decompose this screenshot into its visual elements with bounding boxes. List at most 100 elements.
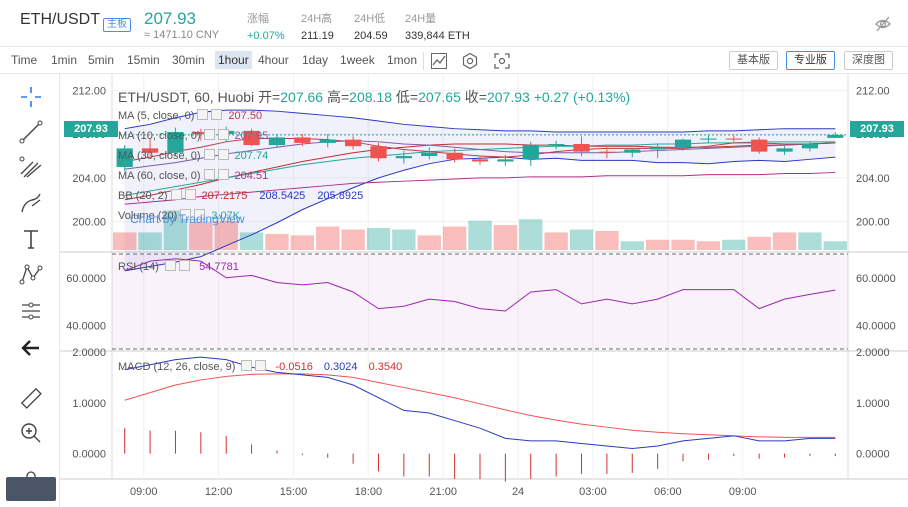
rsi-tick-label-right: 60.0000	[856, 273, 896, 285]
indicator-legend-row: MA (5, close, 0) 207.50	[118, 109, 262, 122]
interval-5min[interactable]: 5min	[88, 53, 115, 67]
volume-bar	[671, 239, 695, 250]
price-tick-label-left: 204.00	[72, 173, 106, 185]
candle-body	[294, 137, 311, 143]
current-price-label-left: 207.93	[64, 121, 118, 137]
time-tick-label: 15:00	[280, 486, 308, 498]
chart-type-icon[interactable]	[430, 52, 448, 70]
cny-price: ≈ 1471.10 CNY	[144, 29, 220, 41]
pattern-icon[interactable]	[18, 262, 44, 288]
interval-1min[interactable]: 1min	[51, 53, 78, 67]
volume-bar	[823, 241, 847, 250]
rsi-line	[124, 258, 836, 312]
indicator-name: Volume (20)	[118, 210, 178, 222]
time-tick-label: 09:00	[729, 486, 757, 498]
candle-body	[192, 131, 209, 135]
indicator-settings-icon[interactable]	[203, 149, 215, 160]
indicator-settings-icon[interactable]	[170, 189, 182, 200]
candle-body	[446, 152, 463, 160]
indicator-close-icon[interactable]	[184, 189, 196, 200]
board-badge: 主板	[103, 18, 131, 32]
indicator-settings-icon[interactable]	[203, 129, 215, 140]
macd-tick-label-left: 1.0000	[72, 398, 106, 410]
candle-body	[116, 148, 133, 167]
toolbar-divider	[423, 52, 424, 70]
hide-eye-icon[interactable]	[874, 15, 892, 33]
candle-body	[471, 159, 489, 162]
candle-body	[598, 151, 616, 153]
volume-bar	[392, 229, 416, 250]
time-tick-label: 03:00	[579, 486, 607, 498]
rsi-legend: RSI (14) 54.7781	[118, 260, 239, 273]
zoom-in-icon[interactable]	[18, 420, 44, 446]
indicator-settings-icon[interactable]	[197, 109, 209, 120]
ruler-icon[interactable]	[18, 385, 44, 411]
text-icon[interactable]	[18, 226, 44, 252]
volume-bar	[620, 241, 644, 250]
candle-body	[370, 146, 387, 159]
crosshair-icon[interactable]	[18, 84, 44, 110]
indicator-value: 207.2175	[201, 190, 248, 202]
candle-body	[725, 138, 742, 140]
volume-bar	[519, 219, 543, 250]
indicator-settings-icon[interactable]	[180, 209, 192, 220]
fib-icon[interactable]	[18, 154, 44, 180]
volume-bar	[442, 226, 467, 250]
candle-body	[497, 159, 514, 162]
interval-time[interactable]: Time	[11, 53, 38, 67]
indicator-name: BB (20, 2)	[118, 190, 168, 202]
indicator-legend-row: MA (30, close, 0) 207.74	[118, 149, 268, 162]
indicator-close-icon[interactable]	[211, 109, 223, 120]
chart-area[interactable]: 09:00 12:00 15:00 18:00 21:00 24 03:00 06:00 09:…	[60, 74, 908, 507]
indicator-settings-icon[interactable]	[241, 360, 253, 371]
volume-bar	[417, 235, 441, 250]
indicator-settings-icon[interactable]	[165, 260, 177, 271]
interval-1week[interactable]: 1week	[340, 53, 375, 67]
measure-icon[interactable]	[18, 298, 44, 324]
brush-icon[interactable]	[18, 190, 44, 216]
interval-15min[interactable]: 15min	[127, 53, 160, 67]
fullscreen-icon[interactable]	[493, 52, 511, 70]
sidebar-collapse-button[interactable]	[6, 477, 56, 501]
indicator-value: 208.5425	[259, 190, 306, 202]
indicator-name: MA (5, close, 0)	[118, 110, 195, 122]
indicator-legend-row: MA (10, close, 0) 207.95	[118, 129, 268, 142]
indicator-close-icon[interactable]	[179, 260, 191, 271]
view-depth-button[interactable]: 深度图	[844, 51, 893, 70]
candle-body	[141, 148, 159, 153]
volume-bar	[189, 222, 213, 250]
interval-4hour[interactable]: 4hour	[258, 53, 289, 67]
candle-body	[674, 139, 692, 148]
candle-body	[649, 147, 666, 150]
indicator-name: MA (60, close, 0)	[118, 170, 201, 182]
candle-body	[801, 144, 819, 149]
interval-1mon[interactable]: 1mon	[387, 53, 418, 67]
back-arrow-icon[interactable]	[18, 335, 44, 361]
interval-1day[interactable]: 1day	[302, 53, 329, 67]
chart-canvas[interactable]: 09:00 12:00 15:00 18:00 21:00 24 03:00 06:00 09:…	[60, 74, 908, 507]
indicator-close-icon[interactable]	[194, 209, 206, 220]
indicator-close-icon[interactable]	[217, 149, 229, 160]
price-tick-label-right: 212.00	[856, 85, 890, 97]
bollinger-mid-line	[124, 142, 836, 201]
interval-1hour[interactable]: 1hour	[215, 51, 252, 69]
time-tick-label: 12:00	[205, 486, 233, 498]
interval-30min[interactable]: 30min	[172, 53, 205, 67]
indicator-settings-icon[interactable]	[203, 169, 215, 180]
volume-bar	[468, 220, 492, 250]
symbol-title[interactable]: ETH/USDT	[20, 11, 100, 28]
candle-body	[421, 152, 438, 157]
settings-gear-icon[interactable]	[461, 52, 479, 70]
candle-body	[319, 139, 336, 143]
indicator-close-icon[interactable]	[217, 169, 229, 180]
view-pro-button[interactable]: 专业版	[786, 51, 835, 70]
volume-bar	[341, 229, 365, 250]
volume-bar	[595, 230, 619, 250]
indicator-close-icon[interactable]	[255, 360, 267, 371]
volume-bar	[366, 228, 391, 250]
trend-line-icon[interactable]	[18, 119, 44, 145]
view-basic-button[interactable]: 基本版	[729, 51, 778, 70]
volume-bar	[798, 232, 822, 250]
indicator-name: MA (10, close, 0)	[118, 130, 201, 142]
indicator-close-icon[interactable]	[217, 129, 229, 140]
